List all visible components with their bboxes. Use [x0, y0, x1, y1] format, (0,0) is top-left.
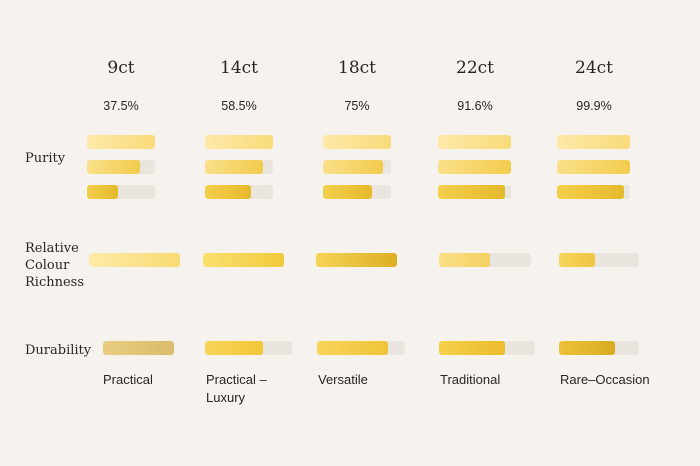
- purity-bar-track: [438, 185, 511, 199]
- purity-bar-track: [438, 160, 511, 174]
- karat-label: 14ct: [220, 58, 258, 78]
- purity-bar-track: [557, 135, 630, 149]
- colour-richness-bar-fill: [439, 253, 490, 267]
- purity-bar-fill: [86, 185, 118, 199]
- usage-label: Versatile: [318, 371, 368, 389]
- colour-richness-bar-fill: [89, 253, 180, 267]
- purity-bar-track: [557, 185, 630, 199]
- usage-line2: Luxury: [206, 390, 246, 405]
- purity-percent: 37.5%: [103, 99, 139, 113]
- purity-bar-fill: [557, 160, 630, 174]
- colour-richness-bar-fill: [316, 253, 397, 267]
- purity-bar-fill: [86, 135, 155, 149]
- durability-bar-fill: [103, 341, 174, 355]
- colour-richness-bar-track: [203, 253, 284, 267]
- purity-bar-track: [322, 185, 391, 199]
- purity-percent: 99.9%: [576, 99, 612, 113]
- durability-bar-fill: [317, 341, 388, 355]
- durability-bar-track: [559, 341, 639, 355]
- row-label-colour-line2: Colour: [25, 258, 70, 273]
- usage-line1: Traditional: [440, 372, 501, 387]
- purity-bar-fill: [204, 135, 273, 149]
- row-label-colour-richness: Relative Colour Richness: [25, 240, 84, 291]
- row-label-colour-line1: Relative: [25, 241, 79, 256]
- durability-bar-track: [439, 341, 535, 355]
- usage-label: Practical: [103, 371, 153, 389]
- purity-bar-fill: [322, 135, 391, 149]
- purity-bar-track: [438, 135, 511, 149]
- usage-line1: Versatile: [318, 372, 368, 387]
- purity-bar-track: [204, 135, 273, 149]
- colour-richness-bar-fill: [203, 253, 284, 267]
- purity-bar-fill: [438, 185, 505, 199]
- usage-label: Traditional: [440, 371, 500, 389]
- durability-bar-fill: [559, 341, 615, 355]
- usage-line1: Practical –: [206, 372, 267, 387]
- row-label-durability: Durability: [25, 343, 92, 358]
- durability-bar-track: [103, 341, 174, 355]
- colour-richness-bar-track: [559, 253, 639, 267]
- colour-richness-bar-track: [316, 253, 397, 267]
- purity-percent: 91.6%: [457, 99, 493, 113]
- durability-bar-fill: [205, 341, 263, 355]
- purity-bar-track: [204, 160, 273, 174]
- purity-bar-track: [322, 135, 391, 149]
- purity-bar-track: [557, 160, 630, 174]
- purity-bar-track: [322, 160, 391, 174]
- purity-bar-track: [86, 185, 155, 199]
- purity-bar-fill: [438, 135, 511, 149]
- row-label-purity: Purity: [25, 151, 66, 166]
- usage-label: Practical – Luxury: [206, 371, 267, 407]
- purity-bar-fill: [204, 185, 251, 199]
- usage-line1: Rare–Occasion: [560, 372, 650, 387]
- row-label-colour-line3: Richness: [25, 275, 85, 290]
- purity-bar-fill: [557, 135, 630, 149]
- purity-bar-track: [86, 160, 155, 174]
- usage-label: Rare–Occasion: [560, 371, 650, 389]
- purity-percent: 58.5%: [221, 99, 257, 113]
- purity-bar-track: [86, 135, 155, 149]
- purity-bar-fill: [438, 160, 511, 174]
- purity-percent: 75%: [344, 99, 370, 113]
- colour-richness-bar-track: [89, 253, 180, 267]
- purity-bar-fill: [557, 185, 624, 199]
- durability-bar-track: [317, 341, 405, 355]
- purity-bar-fill: [322, 185, 372, 199]
- colour-richness-bar-fill: [559, 253, 595, 267]
- purity-bar-track: [204, 185, 273, 199]
- durability-bar-track: [205, 341, 292, 355]
- karat-label: 22ct: [456, 58, 494, 78]
- purity-bar-fill: [86, 160, 140, 174]
- karat-label: 24ct: [575, 58, 613, 78]
- usage-line1: Practical: [103, 372, 153, 387]
- karat-label: 18ct: [338, 58, 376, 78]
- purity-bar-fill: [204, 160, 263, 174]
- purity-bar-fill: [322, 160, 383, 174]
- colour-richness-bar-track: [439, 253, 531, 267]
- karat-label: 9ct: [107, 58, 135, 78]
- durability-bar-fill: [439, 341, 505, 355]
